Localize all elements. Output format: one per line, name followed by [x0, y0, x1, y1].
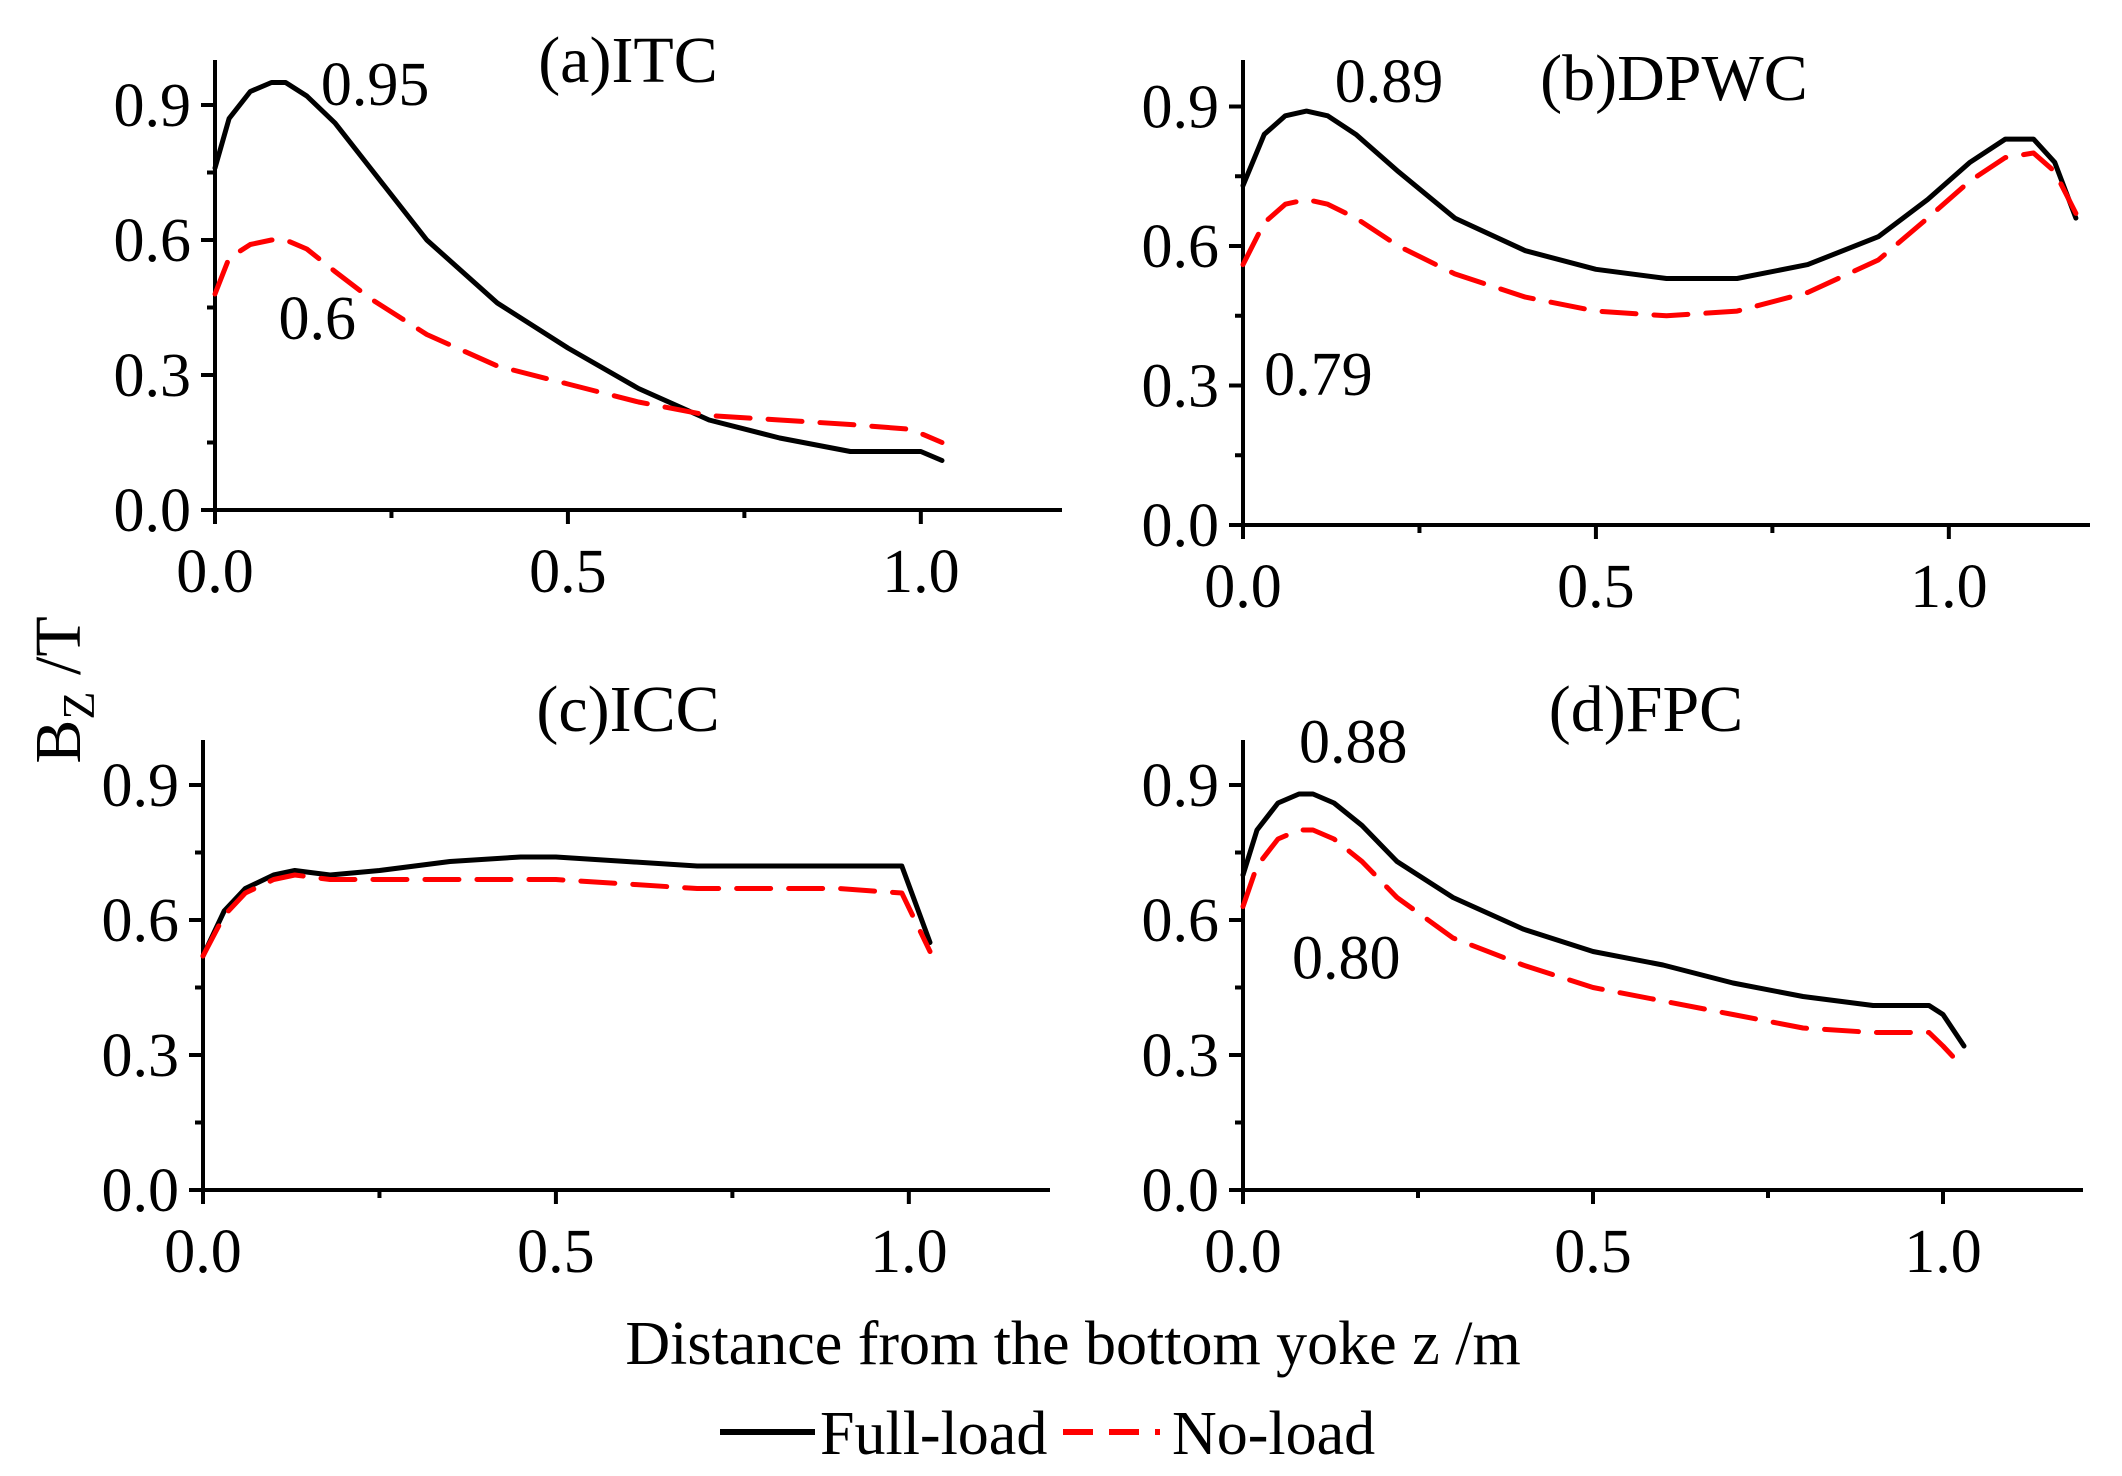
series-line-no-load — [1240, 150, 2079, 319]
x-tick-label: 0.0 — [1204, 1218, 1282, 1286]
x-tick-label: 0.0 — [1204, 553, 1282, 621]
y-tick-label: 0.3 — [114, 342, 192, 410]
chart-panel-1: 0.0 0.3 0.6 0.9 0.0 0.5 1.0 0.95 0.6 (a)ITC — [114, 24, 1062, 606]
y-tick-label: 0.6 — [102, 887, 180, 955]
x-tick-label: 1.0 — [882, 538, 960, 606]
y-tick-label: 0.0 — [114, 477, 192, 545]
y-tick-label: 0.0 — [102, 1157, 180, 1225]
series-line-full-load — [200, 854, 933, 959]
y-tick-label: 0.3 — [1142, 353, 1220, 421]
chart-panel-4: 0.0 0.3 0.6 0.9 0.0 0.5 1.0 0.88 0.80 (d)FPC — [1142, 673, 2083, 1286]
y-tick-label: 0.6 — [1142, 213, 1220, 281]
x-tick-label: 0.5 — [1554, 1218, 1632, 1286]
data-annotation: 0.79 — [1264, 341, 1373, 409]
y-tick-label: 0.9 — [1142, 74, 1220, 142]
x-tick-label: 1.0 — [1904, 1218, 1982, 1286]
series-line-no-load — [212, 237, 945, 445]
data-annotation: 0.88 — [1299, 709, 1408, 777]
y-tick-label: 0.9 — [102, 752, 180, 820]
chart-title: (c)ICC — [536, 673, 719, 746]
chart-title: (d)FPC — [1549, 673, 1743, 746]
legend-no-load-label: No-load — [1172, 1400, 1375, 1468]
chart-panel-3: 0.0 0.3 0.6 0.9 0.0 0.5 1.0 (c)ICC — [102, 673, 1050, 1286]
x-tick-label: 0.5 — [517, 1218, 595, 1286]
y-tick-label: 0.0 — [1142, 1157, 1220, 1225]
panels: 0.0 0.3 0.6 0.9 0.0 0.5 1.0 0.95 0.6 (a)ITC 0.0 0.3… — [102, 24, 2090, 1286]
y-tick-label: 0.3 — [1142, 1022, 1220, 1090]
legend-full-load-label: Full-load — [820, 1400, 1047, 1468]
x-tick-label: 0.5 — [1557, 553, 1635, 621]
x-tick-label: 0.5 — [529, 538, 607, 606]
y-axis-label-sub: Z — [53, 692, 104, 720]
chart-panel-2: 0.0 0.3 0.6 0.9 0.0 0.5 1.0 0.89 0.79 (b)DPWC — [1142, 42, 2090, 621]
y-tick-label: 0.9 — [1142, 752, 1220, 820]
chart-title: (b)DPWC — [1540, 42, 1808, 115]
x-tick-label: 0.0 — [176, 538, 254, 606]
data-annotation: 0.6 — [279, 285, 357, 353]
y-tick-label: 0.6 — [114, 207, 192, 275]
data-annotation: 0.89 — [1335, 48, 1444, 116]
x-tick-label: 0.0 — [164, 1218, 242, 1286]
legend: Full-load No-load — [720, 1400, 1375, 1468]
y-axis-label-main: B — [22, 720, 95, 764]
x-tick-label: 1.0 — [1910, 553, 1988, 621]
y-tick-label: 0.9 — [114, 72, 192, 140]
series-line-full-load — [1240, 108, 2079, 281]
series-line-no-load — [200, 872, 933, 959]
y-tick-label: 0.0 — [1142, 492, 1220, 560]
x-tick-label: 1.0 — [870, 1218, 948, 1286]
x-axis-label: Distance from the bottom yoke z /m — [625, 1310, 1520, 1378]
data-annotation: 0.95 — [321, 51, 430, 119]
y-tick-label: 0.6 — [1142, 887, 1220, 955]
series-line-no-load — [1240, 827, 1967, 1071]
y-axis-label: BZ /T — [22, 616, 104, 763]
y-tick-label: 0.3 — [102, 1022, 180, 1090]
y-axis-label-unit: /T — [22, 616, 95, 691]
data-annotation: 0.80 — [1292, 925, 1401, 993]
chart-title: (a)ITC — [538, 24, 718, 97]
series-line-full-load — [1240, 791, 1967, 1049]
series-line-full-load — [212, 80, 945, 463]
